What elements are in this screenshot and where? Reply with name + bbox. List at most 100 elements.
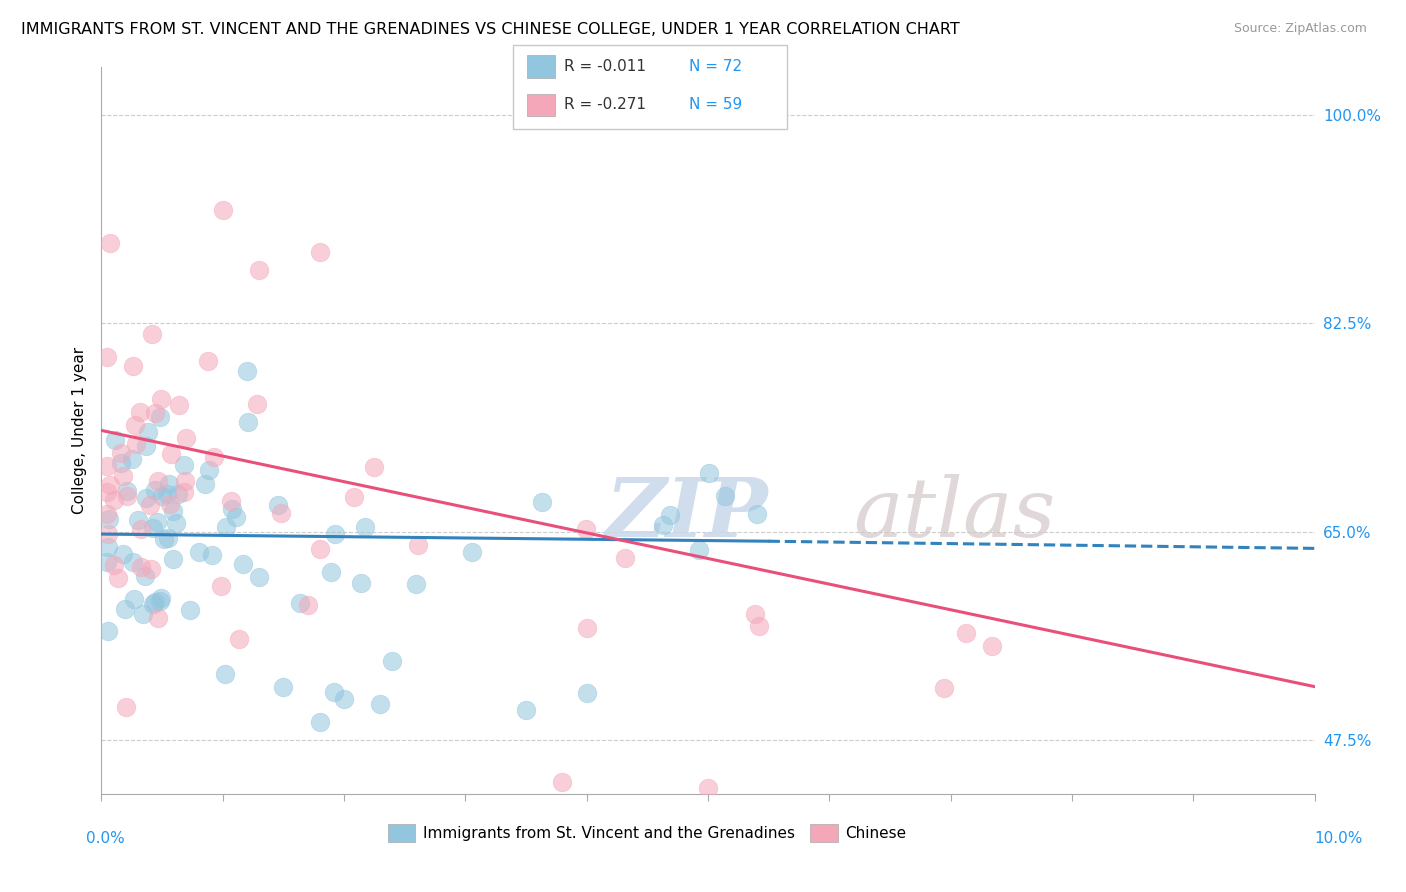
Point — [530, 494, 553, 508]
Point — [135, 439, 157, 453]
Text: ZIP: ZIP — [606, 474, 769, 554]
Point — [354, 520, 377, 534]
Point — [129, 405, 152, 419]
Point — [297, 599, 319, 613]
Point — [139, 562, 162, 576]
Point — [323, 685, 346, 699]
Point — [121, 555, 143, 569]
Point — [309, 542, 332, 557]
Point — [575, 620, 598, 634]
Point — [139, 498, 162, 512]
Point — [121, 359, 143, 373]
Point — [748, 619, 770, 633]
Point — [219, 494, 242, 508]
Point — [308, 244, 330, 259]
Point — [125, 436, 148, 450]
Text: Source: ZipAtlas.com: Source: ZipAtlas.com — [1233, 22, 1367, 36]
Point — [103, 493, 125, 508]
Point — [225, 509, 247, 524]
Point — [247, 570, 270, 584]
Point — [363, 460, 385, 475]
Point — [160, 447, 183, 461]
Point — [202, 450, 225, 464]
Point — [112, 547, 135, 561]
Point — [110, 446, 132, 460]
Point — [980, 639, 1002, 653]
Point — [122, 591, 145, 606]
Point — [135, 491, 157, 505]
Point — [197, 353, 219, 368]
Point — [288, 596, 311, 610]
Legend: Immigrants from St. Vincent and the Grenadines, Chinese: Immigrants from St. Vincent and the Gren… — [382, 818, 912, 848]
Point — [659, 508, 682, 522]
Point — [111, 469, 134, 483]
Point — [103, 558, 125, 573]
Point — [142, 521, 165, 535]
Text: IMMIGRANTS FROM ST. VINCENT AND THE GRENADINES VS CHINESE COLLEGE, UNDER 1 YEAR : IMMIGRANTS FROM ST. VINCENT AND THE GREN… — [21, 22, 960, 37]
Point — [955, 626, 977, 640]
Point — [97, 512, 120, 526]
Point — [515, 703, 537, 717]
Point — [697, 780, 720, 795]
Point — [270, 506, 292, 520]
Point — [143, 595, 166, 609]
Point — [211, 202, 233, 217]
Text: N = 72: N = 72 — [689, 59, 742, 73]
Point — [232, 558, 254, 572]
Point — [201, 549, 224, 563]
Point — [146, 610, 169, 624]
Point — [96, 507, 118, 521]
Point — [129, 560, 152, 574]
Point — [688, 543, 710, 558]
Point — [271, 680, 294, 694]
Point — [214, 667, 236, 681]
Point — [134, 568, 156, 582]
Point — [173, 458, 195, 473]
Text: R = -0.011: R = -0.011 — [564, 59, 645, 73]
Point — [575, 685, 598, 699]
Point — [173, 485, 195, 500]
Text: atlas: atlas — [853, 474, 1056, 554]
Point — [157, 476, 180, 491]
Point — [146, 515, 169, 529]
Point — [575, 522, 598, 536]
Point — [142, 597, 165, 611]
Point — [107, 572, 129, 586]
Point — [406, 537, 429, 551]
Point — [96, 555, 118, 569]
Point — [238, 415, 260, 429]
Point — [267, 498, 290, 512]
Point — [194, 477, 217, 491]
Point — [136, 425, 159, 439]
Point — [651, 517, 673, 532]
Point — [236, 364, 259, 378]
Point — [104, 434, 127, 448]
Point — [146, 474, 169, 488]
Point — [221, 502, 243, 516]
Point — [162, 503, 184, 517]
Point — [167, 398, 190, 412]
Point — [165, 516, 187, 531]
Point — [97, 540, 120, 554]
Point — [209, 579, 232, 593]
Point — [115, 489, 138, 503]
Text: N = 59: N = 59 — [689, 97, 742, 112]
Point — [110, 456, 132, 470]
Point — [228, 632, 250, 646]
Point — [697, 466, 720, 480]
Point — [129, 522, 152, 536]
Point — [321, 565, 343, 579]
Point — [405, 577, 427, 591]
Point — [149, 392, 172, 406]
Point — [96, 484, 118, 499]
Point — [247, 262, 270, 277]
Point — [159, 497, 181, 511]
Point — [115, 484, 138, 499]
Point — [179, 603, 201, 617]
Point — [143, 483, 166, 498]
Point — [152, 489, 174, 503]
Point — [308, 715, 330, 730]
Point — [745, 508, 768, 522]
Point — [132, 607, 155, 622]
Point — [149, 410, 172, 425]
